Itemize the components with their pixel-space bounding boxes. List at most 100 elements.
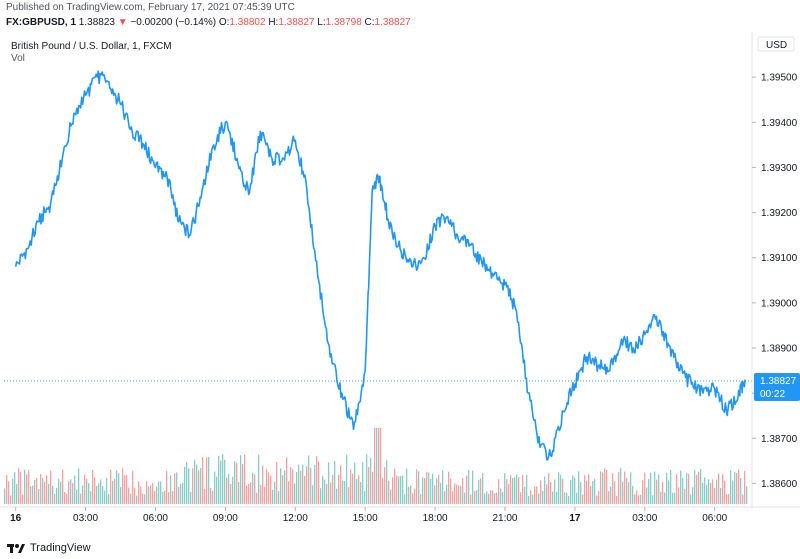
- volume-bar: [602, 472, 604, 504]
- volume-bar: [290, 467, 292, 504]
- open-label: O:: [218, 17, 230, 28]
- chart-container[interactable]: 1.39500 1.39400 1.39300 1.39200 1.39100 1.390…: [0, 32, 800, 529]
- volume-bar: [56, 487, 58, 504]
- volume-bar: [478, 479, 480, 504]
- volume-bar: [700, 469, 702, 504]
- price-chart[interactable]: 1.39500 1.39400 1.39300 1.39200 1.39100 1.390…: [0, 32, 800, 529]
- volume-bar: [182, 482, 184, 504]
- x-tick-label: 06:00: [702, 513, 727, 524]
- volume-bar: [458, 485, 460, 504]
- volume-bar: [178, 487, 180, 504]
- volume-bar: [240, 455, 242, 504]
- volume-bar: [640, 494, 642, 504]
- price-tag-value: 1.38827: [760, 376, 797, 387]
- volume-bar: [348, 487, 350, 504]
- volume-bar: [270, 475, 272, 504]
- volume-bar: [358, 475, 360, 504]
- volume-bar: [512, 477, 514, 504]
- volume-bar: [242, 463, 244, 504]
- volume-bar: [174, 473, 176, 504]
- volume-bar: [496, 492, 498, 504]
- volume-bar: [278, 491, 280, 504]
- volume-bar: [200, 467, 202, 504]
- volume-bar: [562, 478, 564, 504]
- y-tick-label: 1.39300: [761, 163, 798, 174]
- volume-bar: [416, 469, 418, 504]
- volume-bar: [744, 470, 746, 504]
- volume-bar: [598, 491, 600, 504]
- volume-bar: [440, 482, 442, 504]
- volume-bar: [722, 474, 724, 504]
- volume-bar: [360, 482, 362, 504]
- volume-bar: [214, 471, 216, 504]
- volume-bar: [522, 474, 524, 504]
- volume-bar: [400, 476, 402, 504]
- volume-bar: [12, 478, 14, 504]
- volume-bar: [76, 489, 78, 504]
- x-tick-label: 03:00: [73, 513, 98, 524]
- volume-bar: [166, 470, 168, 504]
- volume-bar: [412, 493, 414, 504]
- volume-bar: [644, 472, 646, 504]
- volume-bar: [662, 481, 664, 504]
- volume-bar: [464, 492, 466, 504]
- volume-bar: [568, 495, 570, 504]
- volume-bar: [78, 468, 80, 504]
- volume-bar: [8, 481, 10, 504]
- volume-bar: [378, 427, 380, 504]
- volume-bar: [368, 466, 370, 504]
- volume-bar: [392, 477, 394, 504]
- volume-bar: [356, 479, 358, 504]
- volume-bar: [654, 471, 656, 504]
- volume-bar: [702, 482, 704, 504]
- volume-bar: [282, 475, 284, 504]
- x-tick-label: 21:00: [492, 513, 517, 524]
- volume-bar: [306, 466, 308, 504]
- volume-bar: [220, 460, 222, 504]
- volume-bar: [26, 474, 28, 504]
- volume-bar: [126, 474, 128, 504]
- volume-bar: [32, 485, 34, 504]
- volume-bar: [604, 468, 606, 504]
- volume-bar: [728, 493, 730, 504]
- volume-bar: [112, 480, 114, 504]
- volume-bar: [396, 475, 398, 504]
- volume-bar: [320, 488, 322, 504]
- volume-bar: [82, 485, 84, 504]
- volume-bar: [634, 494, 636, 504]
- y-tick-label: 1.39400: [761, 118, 798, 129]
- volume-bar: [678, 487, 680, 504]
- volume-bar: [62, 469, 64, 504]
- volume-bar: [156, 486, 158, 504]
- volume-bar: [300, 470, 302, 504]
- volume-bar: [192, 468, 194, 504]
- volume-bar: [388, 480, 390, 504]
- volume-bar: [476, 490, 478, 504]
- y-tick-label: 1.38900: [761, 344, 798, 355]
- volume-bar: [140, 486, 142, 504]
- volume-bar: [546, 484, 548, 504]
- volume-bar: [352, 473, 354, 504]
- volume-bar: [298, 464, 300, 504]
- volume-bar: [548, 473, 550, 504]
- volume-bar: [308, 455, 310, 504]
- volume-bar: [218, 455, 220, 504]
- volume-bar: [626, 477, 628, 504]
- volume-bar: [284, 470, 286, 504]
- volume-bar: [94, 477, 96, 504]
- volume-bar: [430, 478, 432, 504]
- volume-bar: [686, 473, 688, 504]
- price-line: [14, 70, 746, 461]
- volume-bar: [148, 486, 150, 504]
- low-label: L:: [317, 17, 326, 28]
- volume-bar: [674, 492, 676, 504]
- volume-bar: [332, 474, 334, 504]
- y-tick-label: 1.39500: [761, 73, 798, 84]
- volume-bar: [144, 494, 146, 504]
- volume-bar: [456, 484, 458, 504]
- close-value: 1.38827: [374, 17, 411, 28]
- volume-bar: [462, 478, 464, 504]
- volume-bar: [588, 473, 590, 504]
- volume-bar: [6, 474, 8, 504]
- volume-bar: [642, 480, 644, 504]
